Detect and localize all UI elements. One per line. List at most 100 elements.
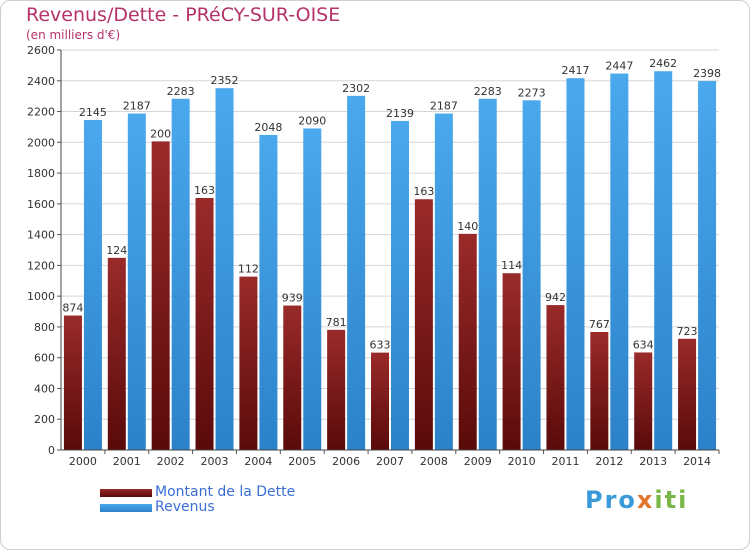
bar-dette [502,273,521,450]
data-label-dette: 163 [194,184,215,197]
data-label-revenus: 2048 [254,121,282,134]
y-tick-label: 2400 [27,75,55,88]
y-tick-label: 600 [34,352,55,365]
bar-dette [634,352,653,450]
bar-dette [327,329,346,450]
x-tick-label: 2011 [551,455,579,468]
y-tick-label: 2200 [27,106,55,119]
chart-subtitle: (en milliers d'€) [26,28,121,42]
logo-part-2: x [636,486,655,514]
data-label-dette: 723 [677,325,698,338]
data-label-revenus: 2417 [561,64,589,77]
y-tick-label: 400 [34,382,55,395]
bar-dette [458,233,477,450]
logo-part-1: Pro [585,486,637,514]
data-label-revenus: 2090 [298,114,326,127]
y-tick-label: 1800 [27,167,55,180]
legend-label-dette: Montant de la Dette [155,484,296,500]
bar-revenus [303,128,322,450]
bar-revenus [522,100,541,451]
bar-revenus [566,78,585,451]
x-tick-label: 2013 [639,455,667,468]
data-label-revenus: 2352 [211,74,239,87]
x-tick-label: 2006 [332,455,360,468]
x-tick-label: 2008 [420,455,448,468]
x-tick-label: 2014 [683,455,711,468]
logo-part-3: iti [654,486,689,514]
data-label-revenus: 2462 [649,57,677,70]
legend-item-dette: Montant de la Dette [100,484,400,501]
data-label-dette: 942 [545,291,566,304]
bar-dette [151,141,170,450]
bar-revenus [215,88,234,451]
data-label-dette: 112 [238,263,259,276]
bar-dette [239,276,258,450]
data-label-dette: 200 [150,127,171,140]
legend-label-revenus: Revenus [155,499,215,515]
data-label-revenus: 2273 [518,86,546,99]
bar-revenus [127,113,146,451]
bar-dette [63,315,82,450]
y-tick-label: 1400 [27,229,55,242]
bar-dette [107,257,126,450]
data-label-revenus: 2145 [79,106,107,119]
bar-revenus [698,81,717,451]
bar-dette [195,198,214,450]
x-tick-label: 2012 [595,455,623,468]
bar-revenus [478,98,497,451]
data-label-dette: 633 [370,339,391,352]
y-tick-label: 1200 [27,259,55,272]
x-tick-label: 2009 [464,455,492,468]
bar-revenus [610,73,629,451]
chart-title: Revenus/Dette - PRéCY-SUR-OISE [26,4,341,26]
bar-revenus [654,71,673,450]
data-label-dette: 767 [589,318,610,331]
legend-item-revenus: Revenus [100,499,400,516]
data-label-revenus: 2447 [605,60,633,73]
legend-swatch-dette [100,489,152,497]
data-label-dette: 140 [457,220,478,233]
plot-area [61,50,719,450]
data-label-dette: 114 [501,259,522,272]
data-label-revenus: 2283 [167,85,195,98]
bar-revenus [391,120,409,450]
y-tick-label: 200 [34,413,55,426]
data-label-revenus: 2187 [123,100,151,113]
y-tick-label: 2000 [27,136,55,149]
x-tick-label: 2003 [201,455,229,468]
bar-revenus [434,113,453,451]
x-tick-label: 2002 [157,455,185,468]
x-tick-label: 2004 [244,455,272,468]
y-tick-label: 1600 [27,198,55,211]
bar-revenus [259,134,278,450]
data-label-dette: 874 [62,302,83,315]
bar-dette [283,305,302,450]
x-tick-label: 2005 [288,455,316,468]
bar-dette [546,305,565,450]
proxiti-logo: Proxiti [585,486,688,514]
bar-dette [678,338,697,450]
data-label-dette: 124 [106,244,127,257]
data-label-revenus: 2283 [474,85,502,98]
x-tick-label: 2000 [69,455,97,468]
data-label-revenus: 2302 [342,82,370,95]
data-label-dette: 634 [633,338,654,351]
legend-swatch-revenus [100,504,152,512]
y-tick-label: 800 [34,321,55,334]
x-tick-label: 2001 [113,455,141,468]
data-label-dette: 939 [282,292,303,305]
data-label-revenus: 2139 [386,107,414,120]
y-tick-label: 2600 [27,44,55,57]
data-label-dette: 163 [413,185,434,198]
data-label-revenus: 2398 [693,67,721,80]
x-tick-label: 2010 [508,455,536,468]
bar-revenus [83,120,102,450]
data-label-dette: 781 [326,316,347,329]
data-label-revenus: 2187 [430,100,458,113]
bar-dette [590,332,609,450]
y-tick-label: 1000 [27,290,55,303]
bar-dette [371,352,389,450]
bar-revenus [347,95,366,450]
bar-revenus [171,98,190,451]
